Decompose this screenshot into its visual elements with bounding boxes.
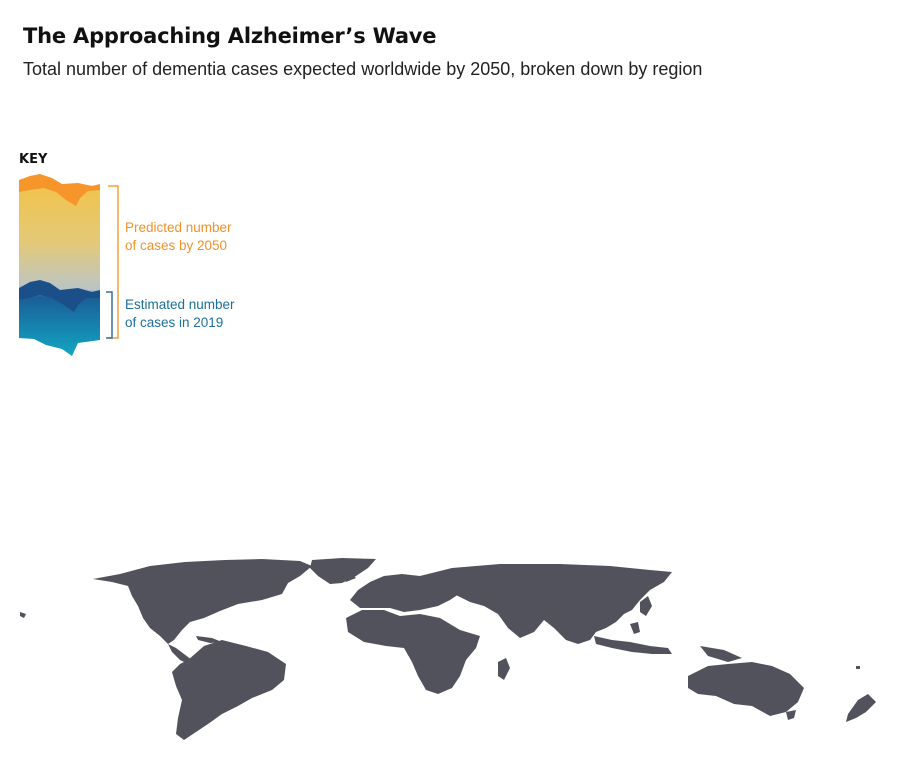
page-subtitle: Total number of dementia cases expected …: [23, 59, 703, 79]
map-uk: [372, 580, 386, 596]
key-predicted-line1: Predicted number: [125, 220, 232, 235]
map-pacific-island: [856, 666, 860, 669]
key-graphic: [19, 174, 119, 356]
map-hawaii: [20, 612, 26, 618]
key-blue-wave: [19, 280, 100, 312]
map-tasmania: [786, 710, 796, 720]
map-sea-islands: [594, 636, 672, 654]
key-estimated-bracket: [106, 291, 113, 339]
map-central-america: [168, 644, 192, 664]
key-estimated-label: Estimated number of cases in 2019: [125, 296, 235, 332]
page-title: The Approaching Alzheimer’s Wave: [23, 24, 437, 48]
map-japan: [640, 596, 652, 616]
map-australia: [688, 662, 804, 716]
map-iceland: [340, 572, 356, 582]
key-gradient-column: [19, 182, 100, 356]
map-asia: [420, 564, 672, 644]
key-predicted-bracket: [108, 185, 119, 339]
map-south-america: [172, 640, 286, 740]
map-madagascar: [498, 658, 510, 680]
map-caribbean: [196, 636, 222, 643]
map-new-guinea: [700, 646, 742, 662]
key-predicted-line2: of cases by 2050: [125, 238, 228, 253]
key-orange-wave: [19, 174, 100, 206]
map-north-america: [93, 559, 312, 644]
key-estimated-line2: of cases in 2019: [125, 315, 224, 330]
map-new-zealand: [846, 694, 876, 722]
key-predicted-label: Predicted number of cases by 2050: [125, 219, 232, 255]
key-estimated-line1: Estimated number: [125, 297, 235, 312]
map-greenland: [310, 558, 376, 584]
map-philippines: [630, 622, 640, 634]
map-africa: [346, 610, 480, 694]
key-heading: KEY: [19, 152, 48, 167]
